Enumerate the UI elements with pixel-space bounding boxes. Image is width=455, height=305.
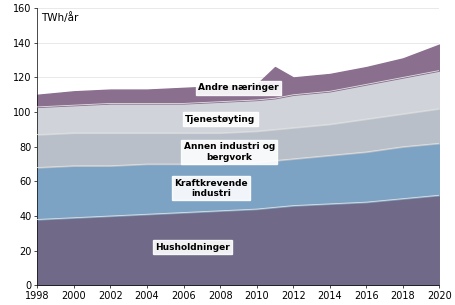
Text: Annen industri og
bergvork: Annen industri og bergvork xyxy=(183,142,274,162)
Text: Tjenestøyting: Tjenestøyting xyxy=(185,114,255,124)
Text: TWh/år: TWh/år xyxy=(41,12,78,23)
Text: Kraftkrevende
industri: Kraftkrevende industri xyxy=(174,179,247,198)
Text: Husholdninger: Husholdninger xyxy=(155,243,230,252)
Text: Andre næringer: Andre næringer xyxy=(197,83,278,92)
